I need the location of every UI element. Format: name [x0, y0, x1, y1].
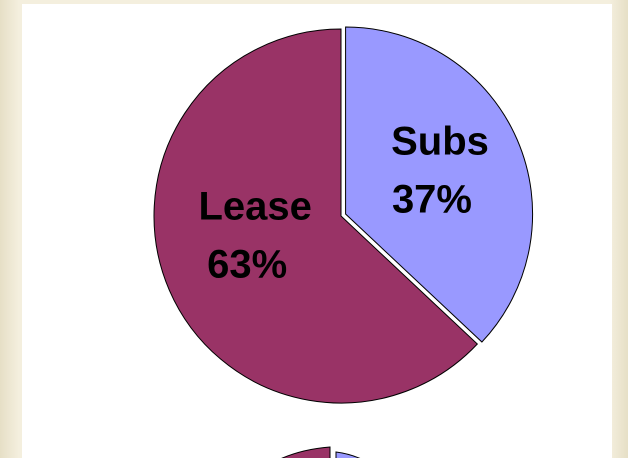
- pie-slice: [153, 28, 479, 404]
- slice-value-label: 37%: [392, 178, 472, 222]
- slice-label: Subs: [391, 120, 489, 164]
- slice-value-label: 63%: [207, 243, 287, 287]
- pie-slice: [345, 26, 534, 343]
- slice-label: Lease: [198, 185, 311, 229]
- next-slide-pie-preview: [281, 446, 361, 458]
